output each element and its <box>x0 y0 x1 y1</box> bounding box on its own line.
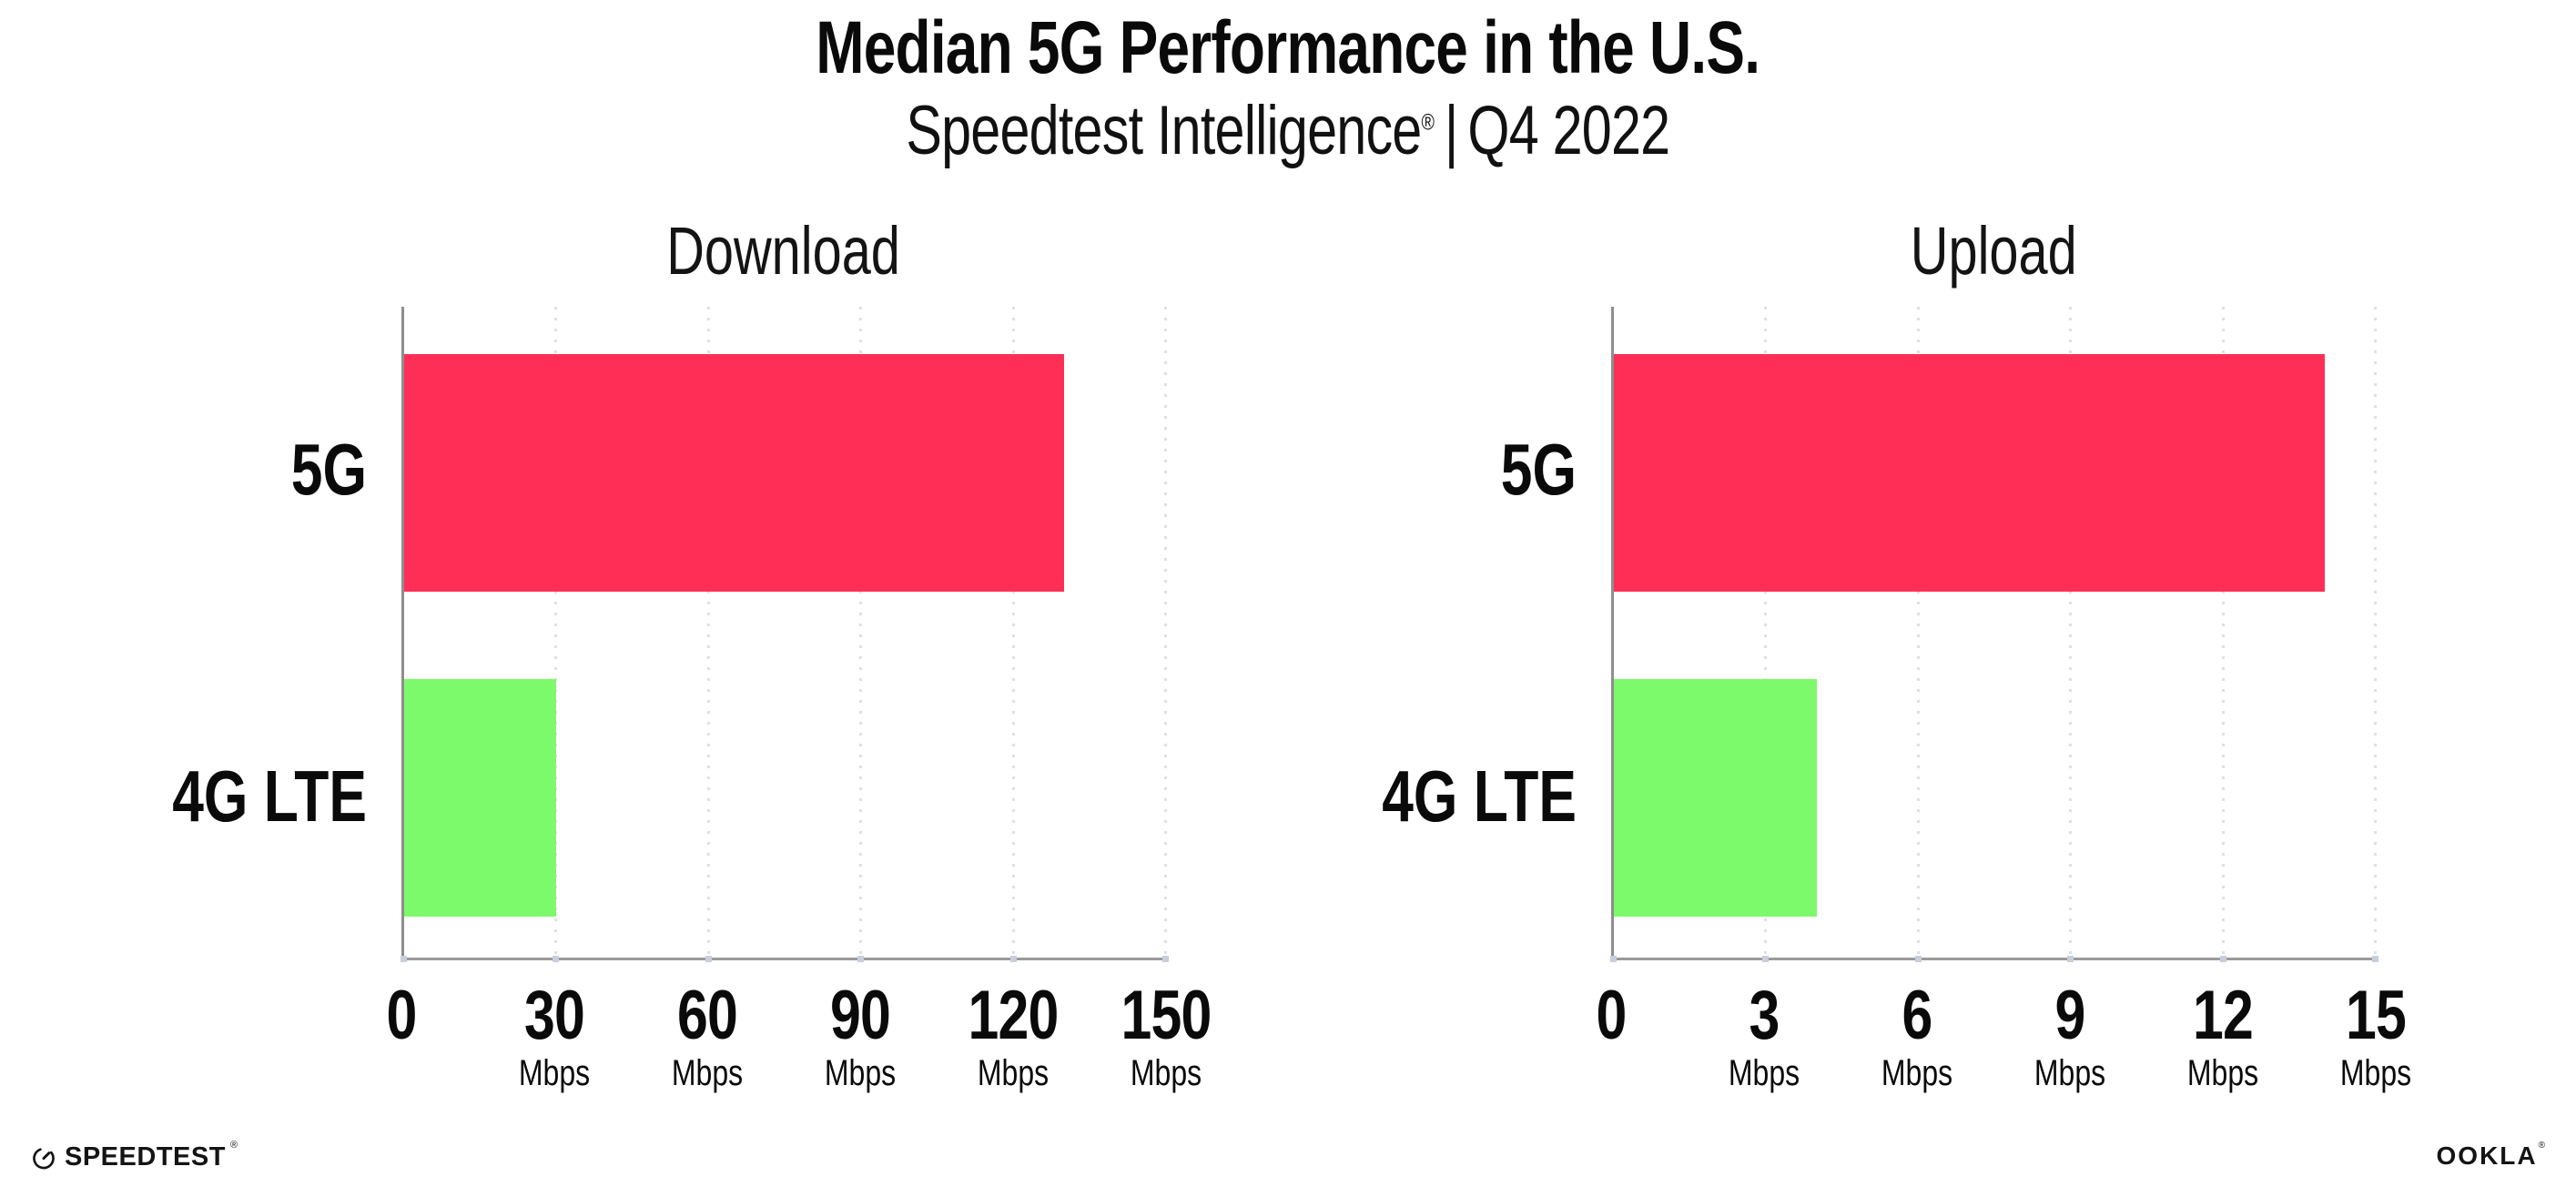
subtitle-brand: Speedtest Intelligence <box>906 92 1422 169</box>
registered-mark-icon: ® <box>2538 1141 2545 1151</box>
category-label-4g-lte: 4G LTE <box>1382 756 1577 837</box>
x-tick-unit: Mbps <box>2033 1052 2106 1093</box>
subtitle-divider: | <box>1445 92 1458 169</box>
page-title: Median 5G Performance in the U.S. <box>0 5 2576 91</box>
speedtest-logo: SPEEDTEST ® <box>31 1141 238 1172</box>
x-tick-unit: Mbps <box>1881 1052 1953 1093</box>
gridline <box>1011 307 1015 958</box>
bar-4g-lte-upload <box>1614 679 1818 918</box>
axis-tick-dot <box>1762 956 1770 962</box>
axis-tick-dot <box>1009 956 1017 962</box>
x-tick-unit: Mbps <box>1130 1052 1202 1093</box>
x-tick-unit: Mbps <box>824 1052 897 1093</box>
registered-mark-icon: ® <box>1421 109 1435 136</box>
x-tick-label: 150 Mbps <box>1071 977 1261 1093</box>
x-tick-value: 0 <box>1596 977 1627 1054</box>
gridline <box>2221 307 2225 958</box>
gridline <box>1164 307 1167 958</box>
axis-tick-dot <box>2372 956 2378 962</box>
axis-tick-dot <box>1610 956 1617 962</box>
speedtest-gauge-icon <box>33 1148 55 1170</box>
bar-4g-lte-download <box>404 679 557 918</box>
x-tick-label: 0 <box>307 977 496 1054</box>
x-tick-value: 30 <box>523 977 585 1054</box>
x-tick-label: 12 Mbps <box>2128 977 2317 1093</box>
axis-tick-dot <box>553 956 560 962</box>
axis-tick-dot <box>2067 956 2074 962</box>
axis-tick-dot <box>1162 956 1169 962</box>
x-tick-label: 30 Mbps <box>460 977 649 1093</box>
download-chart: Download 5G 4G LTE 0 30 Mbps 60 Mbps 90 Mbps 12… <box>172 213 1212 1091</box>
x-tick-label: 60 Mbps <box>613 977 802 1093</box>
x-tick-value: 150 <box>1121 977 1212 1054</box>
category-label-5g: 5G <box>1500 429 1577 511</box>
x-tick-value: 120 <box>968 977 1059 1054</box>
bar-5g-download <box>404 353 1065 592</box>
x-tick-value: 15 <box>2345 977 2407 1054</box>
x-tick-label: 15 Mbps <box>2281 977 2470 1093</box>
x-tick-value: 90 <box>829 977 891 1054</box>
page-title-text: Median 5G Performance in the U.S. <box>816 6 1761 89</box>
x-tick-value: 0 <box>386 977 417 1054</box>
x-tick-value: 60 <box>676 977 738 1054</box>
upload-plot-area <box>1610 307 2378 962</box>
x-tick-unit: Mbps <box>1728 1052 1800 1093</box>
gridline <box>2374 307 2377 958</box>
axis-tick-dot <box>857 956 865 962</box>
speedtest-wordmark: SPEEDTEST <box>65 1141 226 1172</box>
x-tick-value: 6 <box>1902 977 1932 1054</box>
gridline <box>554 307 558 958</box>
gridline <box>859 307 863 958</box>
download-chart-title: Download <box>666 213 901 289</box>
x-tick-unit: Mbps <box>977 1052 1050 1093</box>
x-tick-label: 0 <box>1516 977 1706 1054</box>
download-plot-area <box>401 307 1169 962</box>
axis-tick-dot <box>401 956 407 962</box>
bar-5g-upload <box>1614 353 2326 592</box>
x-tick-value: 12 <box>2192 977 2254 1054</box>
gridline <box>2069 307 2073 958</box>
gridline <box>706 307 710 958</box>
page-subtitle: Speedtest Intelligence® | Q4 2022 <box>0 91 2576 170</box>
category-label-4g-lte: 4G LTE <box>172 756 367 837</box>
gridline <box>1916 307 1920 958</box>
x-tick-unit: Mbps <box>518 1052 591 1093</box>
axis-tick-dot <box>1914 956 1922 962</box>
x-tick-label: 6 Mbps <box>1822 977 2012 1093</box>
category-label-5g: 5G <box>290 429 367 511</box>
x-tick-label: 90 Mbps <box>766 977 955 1093</box>
x-tick-unit: Mbps <box>2186 1052 2259 1093</box>
x-tick-value: 3 <box>1749 977 1780 1054</box>
upload-chart-title: Upload <box>1910 213 2077 289</box>
x-tick-label: 120 Mbps <box>918 977 1108 1093</box>
gridline <box>1764 307 1768 958</box>
subtitle-period: Q4 2022 <box>1467 92 1671 169</box>
x-tick-unit: Mbps <box>671 1052 744 1093</box>
x-tick-unit: Mbps <box>2339 1052 2412 1093</box>
ookla-logo: OOKLA ® <box>2436 1141 2545 1170</box>
registered-mark-icon: ® <box>229 1140 238 1151</box>
upload-chart: Upload 5G 4G LTE 0 3 Mbps 6 Mbps 9 Mbps 12 Mbps 1… <box>1382 213 2411 1091</box>
x-tick-label: 9 Mbps <box>1975 977 2165 1093</box>
x-tick-label: 3 Mbps <box>1669 977 1859 1093</box>
x-tick-value: 9 <box>2054 977 2085 1054</box>
axis-tick-dot <box>2219 956 2226 962</box>
axis-tick-dot <box>705 956 712 962</box>
ookla-wordmark: OOKLA <box>2436 1141 2538 1170</box>
